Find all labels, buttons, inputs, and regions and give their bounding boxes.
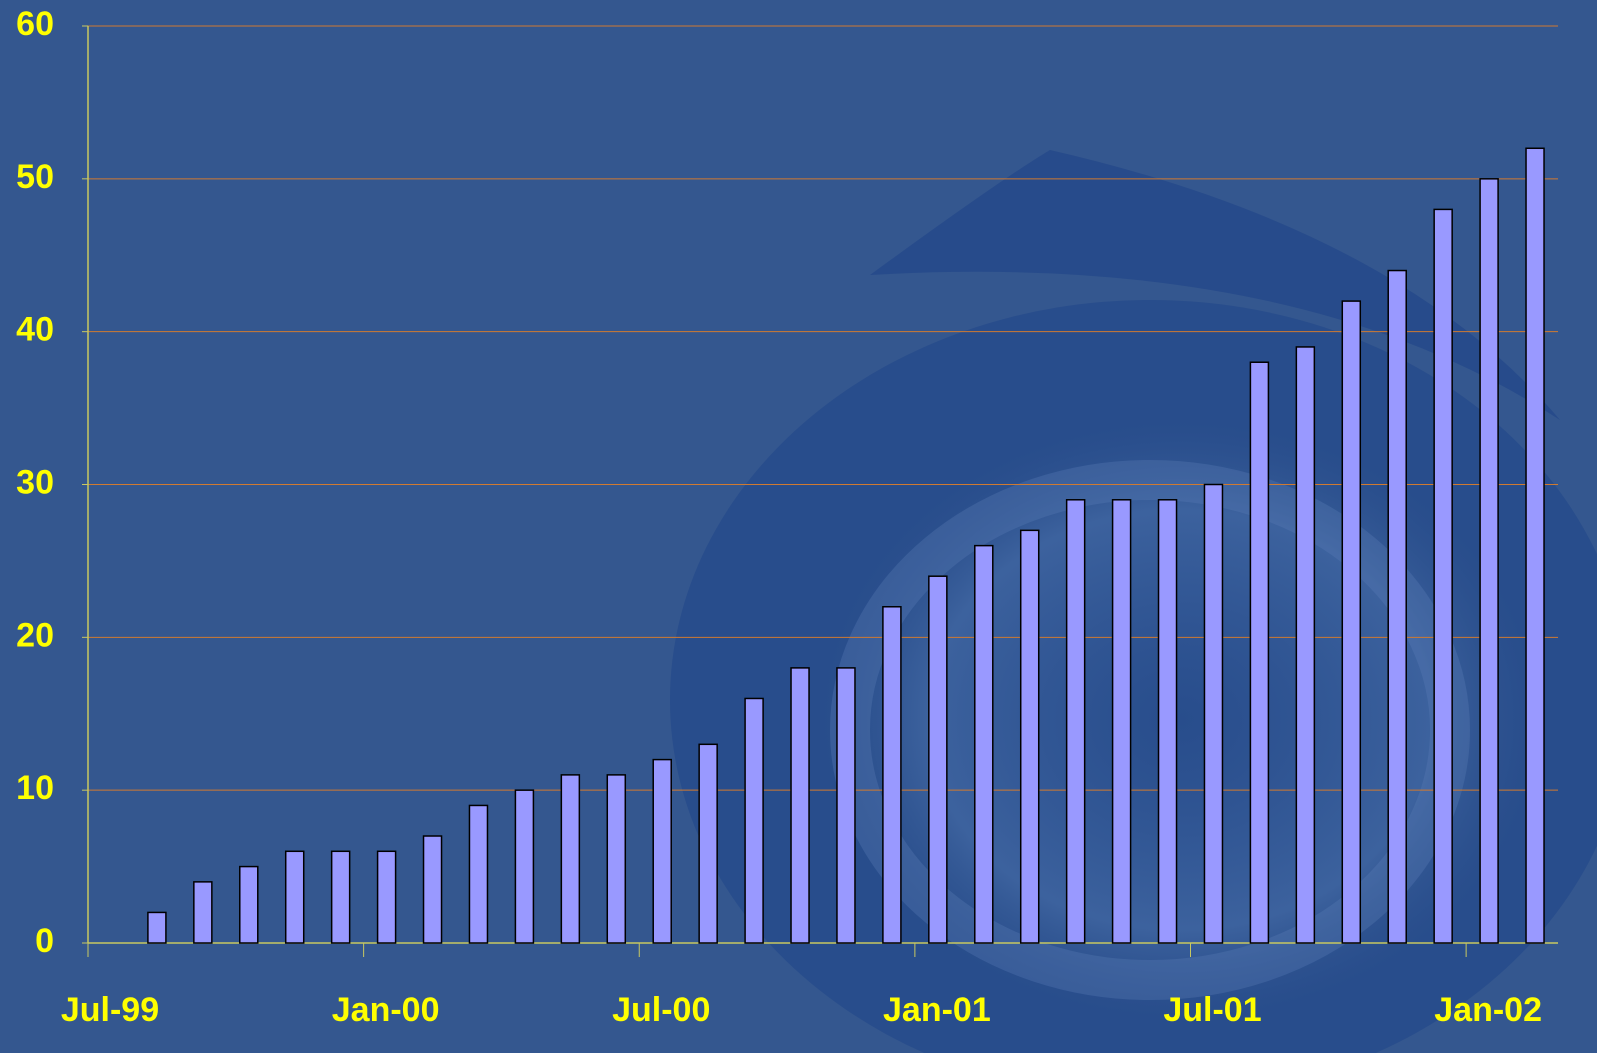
bar — [1019, 529, 1040, 944]
bar — [1111, 499, 1132, 944]
y-tick-label: 20 — [16, 616, 54, 654]
x-tick-label: Jan-01 — [883, 991, 991, 1029]
bar — [560, 774, 581, 944]
bar — [744, 697, 764, 944]
x-tick-label: Jan-02 — [1434, 991, 1542, 1029]
bar — [1479, 178, 1499, 944]
y-tick-label: 60 — [16, 5, 54, 43]
y-tick-label: 50 — [16, 158, 54, 196]
bar — [376, 850, 397, 944]
x-tick-label: Jul-01 — [1163, 991, 1261, 1029]
y-tick-label: 30 — [16, 463, 54, 501]
bar — [1203, 483, 1224, 944]
bar — [422, 835, 443, 944]
bar — [1387, 269, 1407, 944]
bar — [1249, 361, 1270, 944]
y-tick-label: 0 — [35, 922, 54, 960]
bar — [836, 667, 856, 944]
bar — [882, 606, 902, 944]
bar — [698, 743, 718, 944]
bar — [1433, 208, 1453, 944]
x-tick-label: Jul-99 — [61, 991, 159, 1029]
bar — [1295, 346, 1316, 944]
bar — [928, 575, 948, 944]
bar — [239, 865, 259, 944]
bar — [1065, 499, 1086, 944]
bar — [193, 881, 213, 944]
y-tick-label: 40 — [16, 311, 54, 349]
bar — [330, 850, 351, 944]
bar — [790, 667, 810, 944]
bar — [468, 804, 489, 944]
bar — [147, 911, 167, 944]
bar — [652, 758, 672, 944]
bar — [1341, 300, 1362, 944]
bar — [974, 544, 994, 944]
bar — [514, 789, 535, 944]
bar — [284, 850, 305, 944]
x-tick-label: Jul-00 — [612, 991, 710, 1029]
bar — [1525, 147, 1545, 944]
bar — [1157, 499, 1178, 944]
bar — [606, 774, 627, 944]
x-tick-label: Jan-00 — [332, 991, 440, 1029]
y-tick-label: 10 — [16, 769, 54, 807]
